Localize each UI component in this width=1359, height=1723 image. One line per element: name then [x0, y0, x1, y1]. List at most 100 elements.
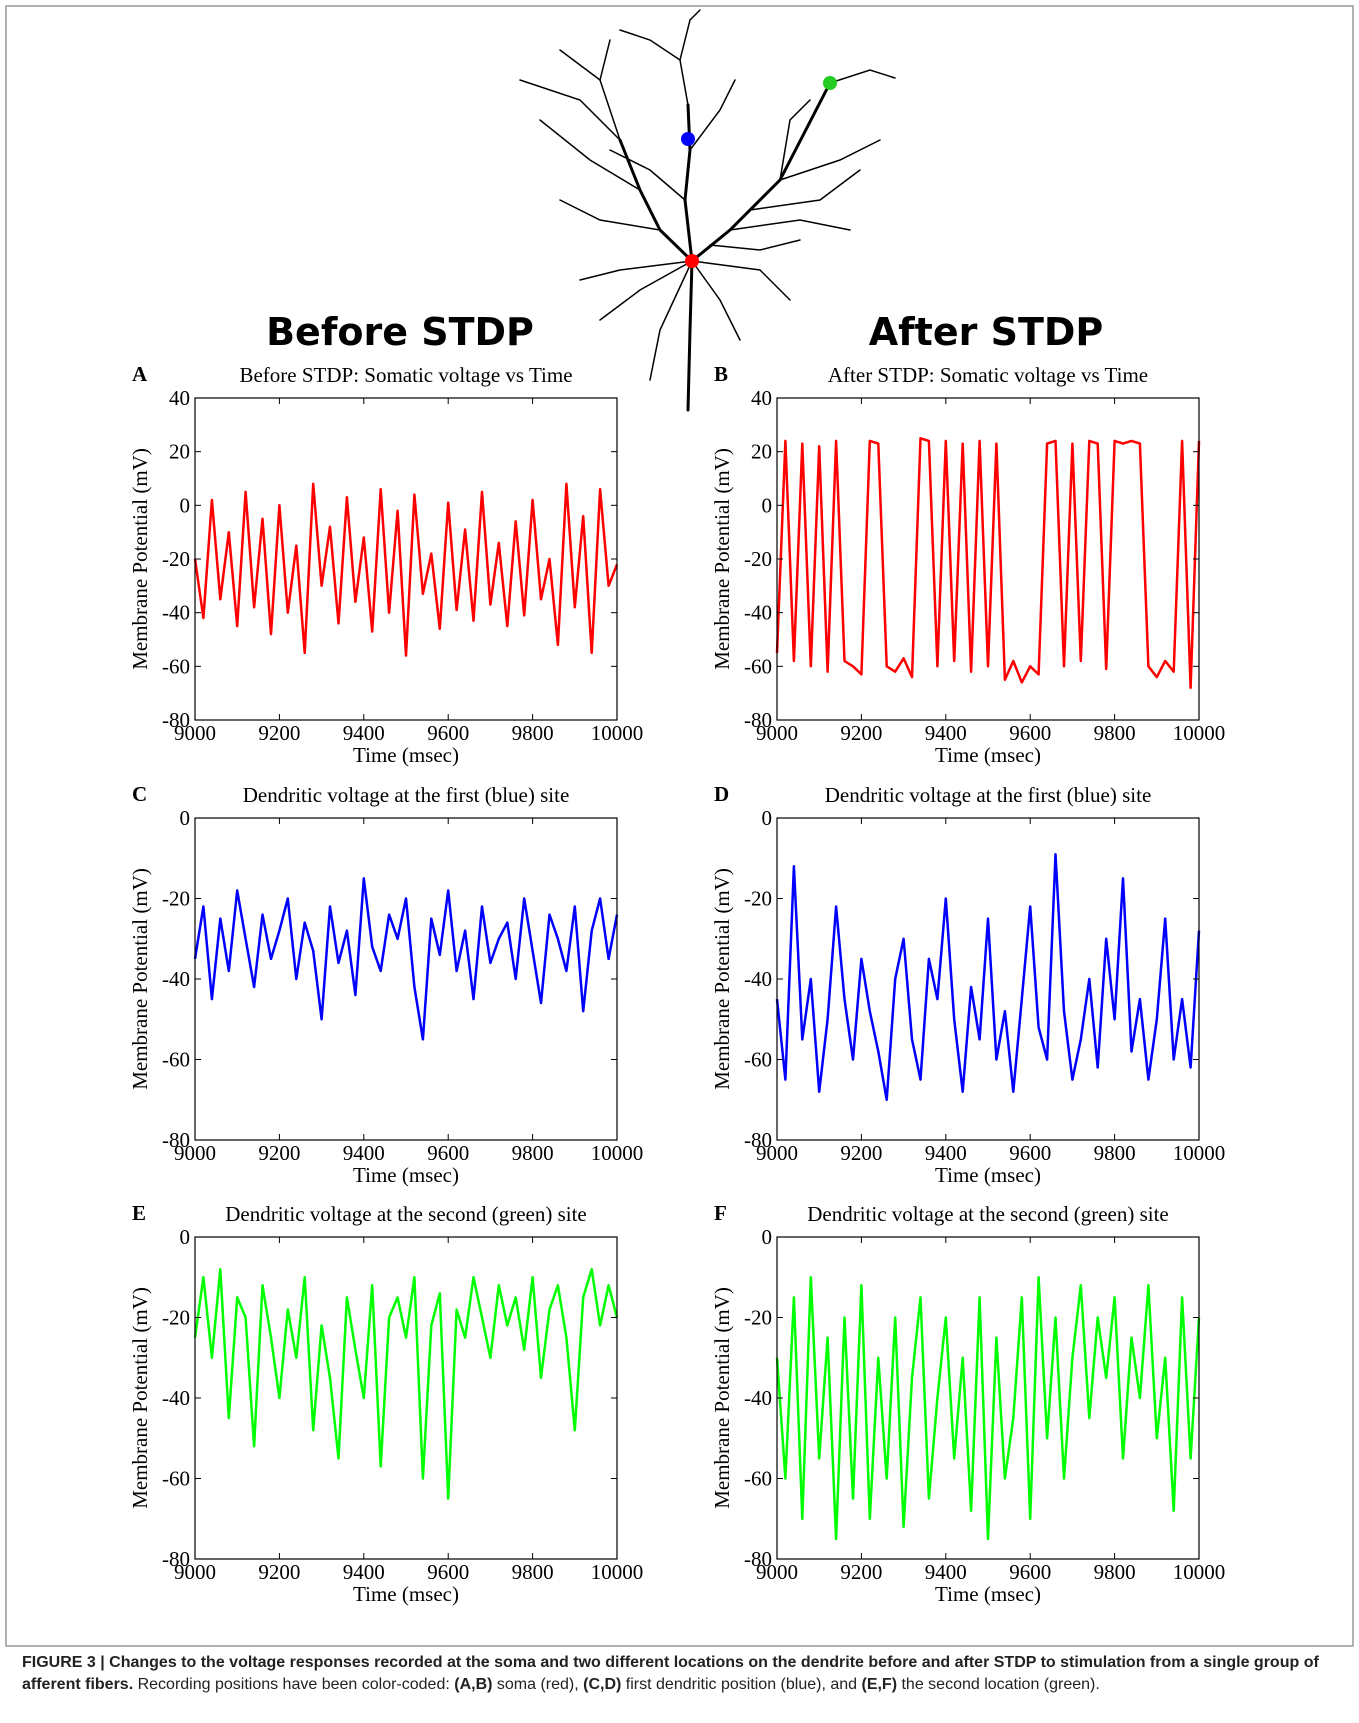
- caption-title: FIGURE 3 | Changes to the voltage respon…: [22, 1654, 1319, 1693]
- y-tick-label: -80: [744, 708, 772, 732]
- panel-label: F: [714, 1201, 727, 1225]
- x-axis-label: Time (msec): [935, 743, 1041, 767]
- y-tick-label: 0: [762, 493, 773, 517]
- chart-title: Dendritic voltage at the first (blue) si…: [243, 783, 570, 807]
- x-tick-label: 9400: [343, 721, 385, 745]
- caption-ref: (C,D): [583, 1676, 622, 1693]
- data-line: [775, 1276, 1201, 1541]
- x-axis-label: Time (msec): [353, 1582, 459, 1606]
- y-tick-label: -40: [744, 967, 772, 991]
- x-tick-label: 9400: [343, 1560, 385, 1584]
- y-axis-label: Membrane Potential (mV): [128, 448, 152, 670]
- x-axis-label: Time (msec): [353, 1163, 459, 1187]
- data-line: [193, 482, 619, 657]
- x-tick-label: 9600: [427, 1560, 469, 1584]
- y-tick-label: -20: [162, 887, 190, 911]
- x-tick-label: 10000: [591, 721, 644, 745]
- x-tick-label: 9800: [512, 1141, 554, 1165]
- axes-box: [776, 817, 1200, 1141]
- data-line: [193, 877, 619, 1041]
- caption-text: the second location (green).: [897, 1676, 1100, 1693]
- y-tick-label: -60: [744, 1467, 772, 1491]
- x-axis-label: Time (msec): [935, 1582, 1041, 1606]
- chart-title: Dendritic voltage at the second (green) …: [807, 1202, 1169, 1226]
- y-axis-label: Membrane Potential (mV): [128, 1287, 152, 1509]
- y-axis-label: Membrane Potential (mV): [128, 868, 152, 1090]
- caption: FIGURE 3 | Changes to the voltage respon…: [22, 1652, 1344, 1696]
- x-tick-label: 9200: [258, 1141, 300, 1165]
- chart-title: Before STDP: Somatic voltage vs Time: [239, 363, 572, 387]
- y-tick-label: 40: [751, 386, 772, 410]
- panel-label: A: [132, 362, 148, 386]
- y-axis-label: Membrane Potential (mV): [710, 448, 734, 670]
- caption-text: soma (red),: [492, 1676, 584, 1693]
- y-tick-label: 0: [180, 493, 191, 517]
- panel-label: D: [714, 782, 729, 806]
- y-tick-label: -40: [162, 1386, 190, 1410]
- x-tick-label: 9600: [427, 1141, 469, 1165]
- header-before: Before STDP: [266, 310, 534, 354]
- x-tick-label: 9400: [925, 1560, 967, 1584]
- x-tick-label: 9600: [1009, 1560, 1051, 1584]
- x-tick-label: 9200: [840, 1141, 882, 1165]
- figure-border: [5, 5, 1354, 1647]
- y-axis-label: Membrane Potential (mV): [710, 1287, 734, 1509]
- y-tick-label: -80: [162, 1547, 190, 1571]
- y-tick-label: -20: [162, 1306, 190, 1330]
- x-tick-label: 9200: [258, 721, 300, 745]
- data-line: [775, 852, 1201, 1102]
- y-tick-label: -40: [162, 601, 190, 625]
- y-tick-label: -20: [162, 547, 190, 571]
- neuron: [519, 9, 896, 412]
- x-tick-label: 9200: [840, 1560, 882, 1584]
- x-tick-label: 9800: [1094, 1560, 1136, 1584]
- y-tick-label: -80: [744, 1547, 772, 1571]
- x-tick-label: 9000: [174, 1141, 216, 1165]
- y-tick-label: -80: [162, 1128, 190, 1152]
- x-tick-label: 9800: [1094, 721, 1136, 745]
- axes-box: [194, 1236, 618, 1560]
- x-tick-label: 9400: [925, 1141, 967, 1165]
- chart: A Before STDP: Somatic voltage vs Time Tim…: [128, 362, 643, 767]
- y-tick-label: -40: [744, 1386, 772, 1410]
- x-tick-label: 9000: [174, 721, 216, 745]
- x-tick-label: 10000: [591, 1141, 644, 1165]
- chart: C Dendritic voltage at the first (blue) s…: [128, 782, 643, 1187]
- panel-label: B: [714, 362, 728, 386]
- x-axis-label: Time (msec): [935, 1163, 1041, 1187]
- chart: D Dendritic voltage at the first (blue) s…: [710, 782, 1225, 1187]
- x-tick-label: 9600: [1009, 721, 1051, 745]
- chart: E Dendritic voltage at the second (green)…: [128, 1201, 643, 1606]
- y-tick-label: -60: [162, 1048, 190, 1072]
- x-tick-label: 9000: [756, 721, 798, 745]
- x-tick-label: 9400: [925, 721, 967, 745]
- y-tick-label: 0: [762, 806, 773, 830]
- y-tick-label: -80: [162, 708, 190, 732]
- caption-text: first dendritic position (blue), and: [621, 1676, 862, 1693]
- chart-title: Dendritic voltage at the first (blue) si…: [825, 783, 1152, 807]
- x-tick-label: 9600: [427, 721, 469, 745]
- x-tick-label: 9200: [258, 1560, 300, 1584]
- y-tick-label: -20: [744, 547, 772, 571]
- x-tick-label: 9200: [840, 721, 882, 745]
- axes-box: [194, 817, 618, 1141]
- y-tick-label: 40: [169, 386, 190, 410]
- y-tick-label: 20: [169, 440, 190, 464]
- y-tick-label: 0: [762, 1225, 773, 1249]
- caption-text: Recording positions have been color-code…: [133, 1676, 455, 1693]
- y-tick-label: -20: [744, 1306, 772, 1330]
- y-tick-label: -40: [162, 967, 190, 991]
- header-after: After STDP: [869, 310, 1104, 354]
- y-tick-label: -40: [744, 601, 772, 625]
- y-tick-label: -60: [162, 1467, 190, 1491]
- caption-ref: (E,F): [861, 1676, 898, 1693]
- x-tick-label: 9400: [343, 1141, 385, 1165]
- y-tick-label: 0: [180, 806, 191, 830]
- chart-title: Dendritic voltage at the second (green) …: [225, 1202, 587, 1226]
- caption-ref: (A,B): [454, 1676, 493, 1693]
- panel-label: E: [132, 1201, 146, 1225]
- y-tick-label: -20: [744, 887, 772, 911]
- x-tick-label: 9000: [756, 1560, 798, 1584]
- data-line: [775, 437, 1201, 690]
